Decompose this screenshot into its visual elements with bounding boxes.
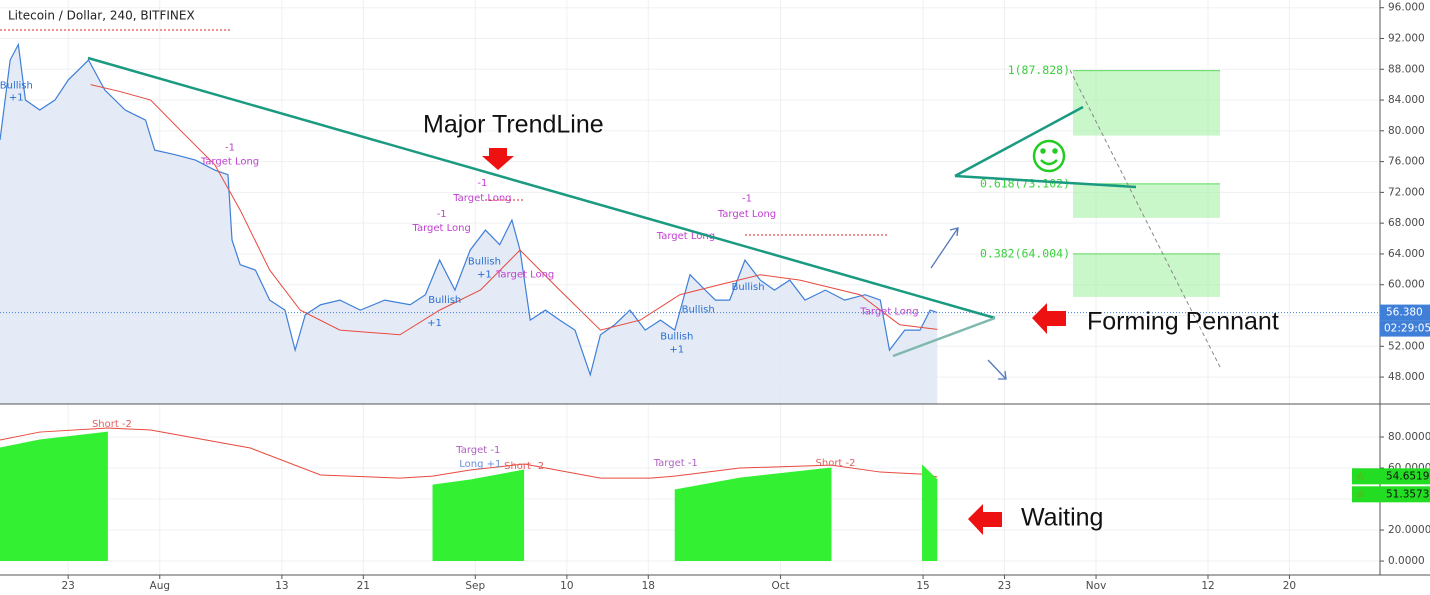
signal-label: Short -2 (816, 458, 856, 469)
y-tick-label: 72.000 (1388, 186, 1425, 198)
callout: Major TrendLine (423, 111, 604, 139)
signal-label: Target -1 (653, 458, 698, 469)
star: ☆ (1356, 489, 1365, 500)
series-line (90, 84, 938, 336)
area-fill (0, 44, 938, 404)
fib-label: 1(87.828) (1008, 63, 1070, 77)
fib-zone (1073, 183, 1220, 218)
signal-label: Long +1 (459, 459, 501, 470)
y-tick-label: 64.000 (1388, 248, 1425, 260)
smiley (1032, 139, 1066, 173)
signal-label: Bullish (0, 80, 33, 91)
signal-label: Target Long (656, 231, 715, 242)
value-label: 51.3573 (1386, 488, 1429, 500)
y-tick-label: 92.000 (1388, 32, 1425, 44)
signal-label: +1 (669, 344, 684, 355)
signal-label: Target Long (717, 209, 776, 220)
chart-title: Litecoin / Dollar, 240, BITFINEX (8, 9, 195, 23)
series-line (0, 427, 938, 479)
signal-label: +1 (9, 93, 24, 104)
y-tick-label: 80.000 (1388, 125, 1425, 137)
arrow (930, 227, 959, 269)
x-tick-label: 21 (357, 580, 370, 592)
x-tick-label: 20 (1283, 580, 1296, 592)
value-label: 54.6519 (1386, 470, 1429, 482)
y-tick-label: 76.000 (1388, 156, 1425, 168)
red-arrow (968, 504, 1002, 535)
signal-label: Target -1 (455, 445, 500, 456)
x-tick-label: 10 (560, 580, 573, 592)
y-tick-label: 68.000 (1388, 217, 1425, 229)
fib-zone (1073, 253, 1220, 297)
value-badge (1352, 486, 1430, 503)
y-tick-label: 52.000 (1388, 340, 1425, 352)
price-badge (1380, 304, 1430, 321)
area-fill (0, 432, 938, 562)
signal-label: Bullish (428, 295, 461, 306)
x-tick-label: 15 (916, 580, 929, 592)
callout: Waiting (1021, 504, 1103, 532)
signal-label: Bullish (468, 257, 501, 268)
fib-label: 0.382(64.004) (980, 246, 1070, 260)
x-tick-label: 12 (1201, 580, 1214, 592)
x-tick-label: 13 (275, 580, 288, 592)
x-tick-label: Aug (150, 580, 171, 592)
star: ☆ (1356, 471, 1365, 482)
pennant-line (954, 105, 1084, 178)
signal-label: -1 (225, 143, 235, 154)
red-arrow (1032, 303, 1066, 334)
countdown: 02:29:05 (1384, 323, 1430, 335)
red-arrow (482, 148, 514, 170)
value-badge (1352, 468, 1430, 485)
y-tick-label: 48.000 (1388, 371, 1425, 383)
x-tick-label: Sep (465, 580, 485, 592)
series-line (0, 431, 938, 491)
signal-label: Short -2 (504, 461, 544, 472)
signal-label: -1 (477, 178, 487, 189)
x-tick-label: 18 (642, 580, 655, 592)
y-tick-label: 0.0000 (1388, 555, 1425, 567)
signal-label: Bullish (682, 304, 715, 315)
series-line (0, 42, 938, 377)
y-tick-label: 80.0000 (1388, 431, 1430, 443)
signal-label: Bullish (660, 331, 693, 342)
signal-label: Short -2 (92, 419, 132, 430)
countdown-badge (1380, 320, 1430, 337)
y-tick-label: 96.000 (1388, 2, 1425, 14)
signal-label: Target Long (200, 157, 259, 168)
y-tick-label: 88.000 (1388, 63, 1425, 75)
signal-label: +1 (477, 270, 492, 281)
signal-label: Bullish (731, 282, 764, 293)
trendline (87, 56, 996, 320)
fib-zone (1073, 70, 1220, 136)
signal-label: +1 (427, 318, 442, 329)
callout: Forming Pennant (1087, 308, 1279, 336)
signal-label: Target Long (412, 223, 471, 234)
trendline (892, 316, 996, 358)
signal-label: -1 (437, 209, 447, 220)
drawings (0, 29, 1221, 535)
y-tick-label: 84.000 (1388, 94, 1425, 106)
pennant-line (954, 174, 1137, 189)
arrow (987, 359, 1007, 380)
y-tick-label: 60.000 (1388, 279, 1425, 291)
signal-label: -1 (742, 194, 752, 205)
signal-label: Target Long (452, 193, 511, 204)
x-tick-label: 23 (998, 580, 1011, 592)
x-tick-label: Nov (1086, 580, 1107, 592)
y-tick-label: 20.0000 (1388, 524, 1430, 536)
last-price-label: 56.380 (1386, 307, 1423, 319)
x-tick-label: Oct (771, 580, 789, 592)
signal-label: Target Long (495, 270, 554, 281)
x-tick-label: 23 (61, 580, 74, 592)
